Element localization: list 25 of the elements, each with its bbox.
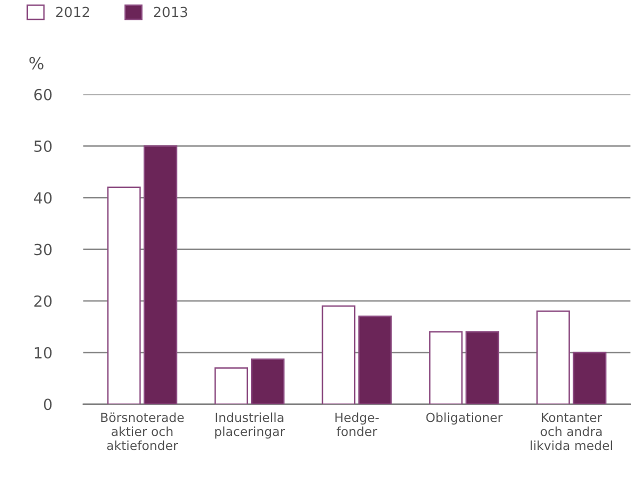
y-tick-label: 0 <box>44 398 52 410</box>
legend-label: 2013 <box>154 6 188 18</box>
bar <box>214 367 248 404</box>
bar <box>466 331 500 404</box>
x-tick-label: Börsnoterade aktier och aktiefonder <box>101 412 184 450</box>
y-tick-label: 60 <box>34 88 52 100</box>
y-tick-label: 30 <box>34 244 52 256</box>
legend-label: 2012 <box>56 6 90 18</box>
y-axis-title: % <box>29 56 44 70</box>
bar <box>144 145 178 404</box>
y-tick-label: 20 <box>34 295 52 307</box>
y-tick-label: 10 <box>34 346 52 359</box>
x-tick-label: Industriella placeringar <box>215 412 285 439</box>
bar <box>536 310 570 404</box>
x-tick-label: Hedge- fonder <box>335 412 379 436</box>
bar <box>250 358 285 404</box>
bar <box>429 331 463 404</box>
bar <box>358 316 392 404</box>
y-tick-label: 40 <box>34 192 52 204</box>
y-tick-label: 50 <box>34 140 52 152</box>
x-tick-label: Obligationer <box>426 412 503 425</box>
x-tick-label: Kontanter och andra likvida medel <box>530 412 612 450</box>
bar <box>572 352 606 404</box>
bar <box>107 186 141 404</box>
bar <box>322 305 356 404</box>
